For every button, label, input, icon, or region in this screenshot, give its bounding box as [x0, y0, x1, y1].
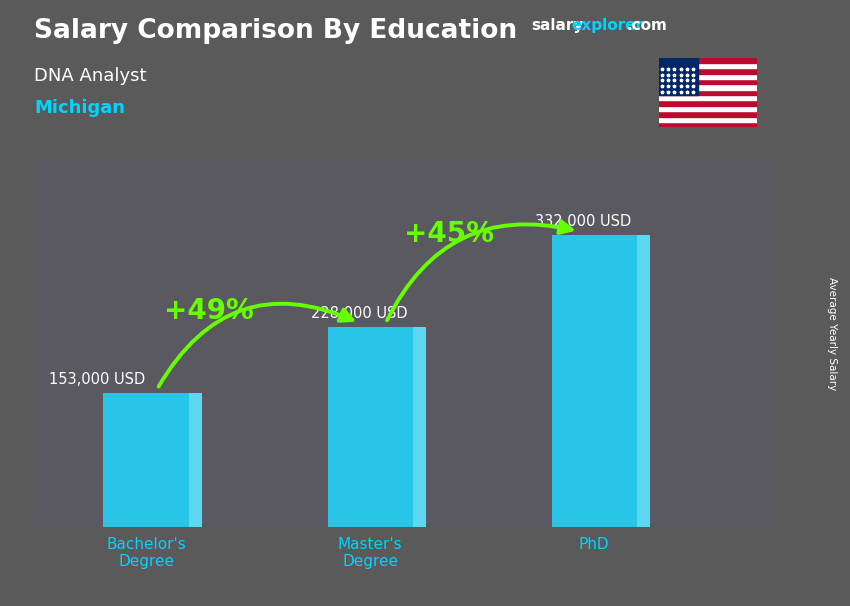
- Bar: [659, 68, 756, 74]
- Text: salary: salary: [531, 18, 584, 33]
- Polygon shape: [637, 235, 650, 527]
- Bar: [659, 95, 756, 101]
- Bar: [659, 111, 756, 116]
- Text: explorer: explorer: [571, 18, 643, 33]
- Text: Salary Comparison By Education: Salary Comparison By Education: [34, 18, 517, 44]
- Bar: [659, 74, 756, 79]
- Bar: [659, 58, 756, 63]
- Bar: [659, 84, 756, 90]
- Text: .com: .com: [626, 18, 667, 33]
- Bar: [659, 58, 698, 95]
- Text: 228,000 USD: 228,000 USD: [310, 306, 407, 321]
- Bar: [659, 101, 756, 106]
- FancyBboxPatch shape: [104, 393, 189, 527]
- Polygon shape: [189, 393, 202, 527]
- FancyBboxPatch shape: [327, 327, 413, 527]
- Text: +45%: +45%: [404, 220, 494, 248]
- Bar: [659, 79, 756, 84]
- Text: Michigan: Michigan: [34, 99, 125, 118]
- Bar: [659, 63, 756, 68]
- Bar: [659, 116, 756, 122]
- Text: DNA Analyst: DNA Analyst: [34, 67, 146, 85]
- Bar: [659, 106, 756, 111]
- Bar: [659, 122, 756, 127]
- Text: +49%: +49%: [164, 297, 253, 325]
- FancyBboxPatch shape: [552, 235, 637, 527]
- Text: 153,000 USD: 153,000 USD: [48, 372, 144, 387]
- Polygon shape: [413, 327, 426, 527]
- Text: 332,000 USD: 332,000 USD: [535, 215, 632, 230]
- Bar: [659, 90, 756, 95]
- Text: Average Yearly Salary: Average Yearly Salary: [827, 277, 837, 390]
